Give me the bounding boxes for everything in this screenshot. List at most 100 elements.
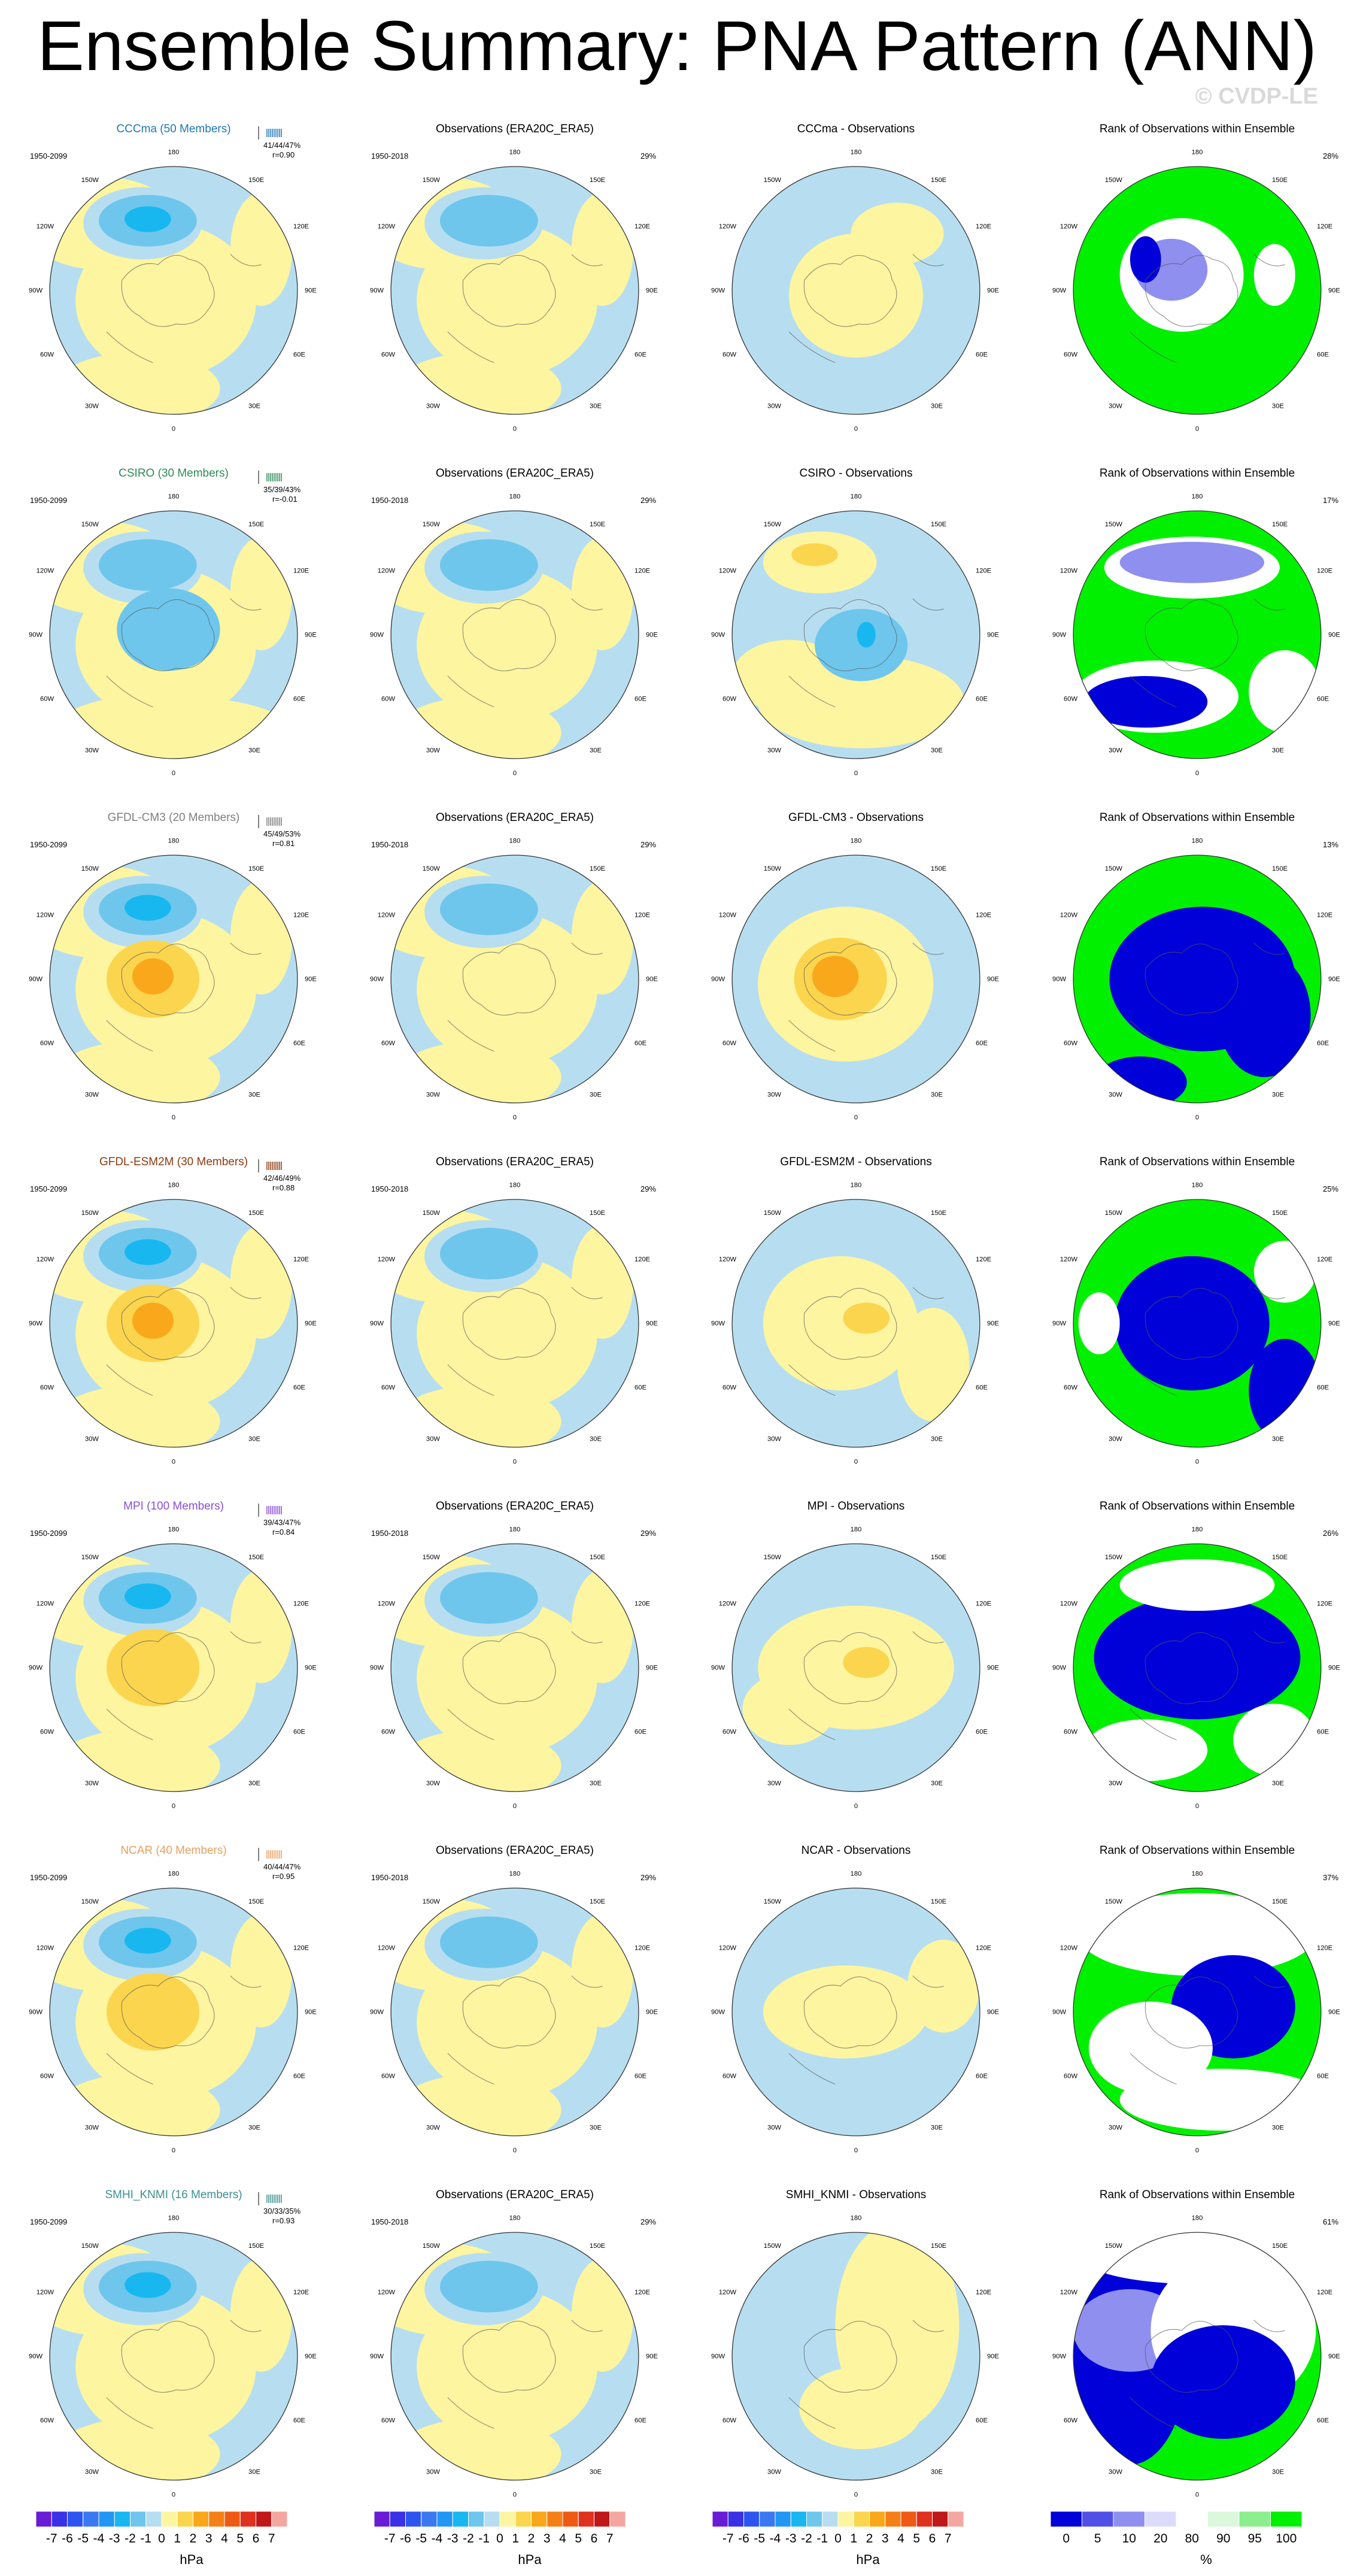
colorbar-swatch	[405, 2511, 422, 2527]
rank-title: Rank of Observations within Ensemble	[1099, 2189, 1295, 2201]
coastline	[788, 254, 944, 363]
longitude-label: 30E	[248, 2469, 260, 2476]
longitude-label: 30E	[248, 2125, 260, 2132]
longitude-label: 90E	[305, 631, 317, 638]
pattern-stats: 39/43/47%	[263, 1518, 301, 1527]
longitude-label: 30E	[590, 2125, 602, 2132]
longitude-label: 60W	[1064, 2417, 1077, 2424]
longitude-label: 60E	[293, 351, 305, 358]
coastline	[447, 1287, 603, 1396]
colorbar-tick-label: 1	[850, 2532, 857, 2545]
longitude-label: 90W	[29, 1320, 42, 1327]
longitude-label: 90E	[1328, 975, 1340, 983]
longitude-label: 120E	[1317, 1601, 1332, 1608]
longitude-label: 30W	[767, 747, 781, 754]
colorbar-tick-label: -1	[478, 2532, 490, 2545]
colorbar-tick-label: 100	[1276, 2532, 1297, 2545]
longitude-label: 30W	[1109, 747, 1122, 754]
longitude-label: 150W	[1105, 2242, 1123, 2250]
longitude-label: 150W	[81, 2242, 99, 2250]
polar-map: 180 0 90W 90E 150W 120W 150E 120E 30W 60W 30E 60E	[29, 2214, 317, 2498]
obs-panel: Observations (ERA20C_ERA5) 1950-2018 29% 18…	[347, 1156, 682, 1500]
longitude-label: 150W	[1105, 177, 1123, 184]
diff-title: SMHI_KNMI - Observations	[785, 2189, 927, 2201]
polar-map: 180 0 90W 90E 150W 120W 150E 120E 30W 60W 30E 60E	[711, 149, 999, 432]
colorbar-scale: 0 5 10 20 80 90 95 100	[1050, 2511, 1303, 2545]
longitude-label: 180	[1192, 1526, 1203, 1533]
longitude-label: 60E	[976, 695, 988, 702]
longitude-label: 150W	[81, 1210, 99, 1217]
longitude-label: 180	[168, 493, 180, 500]
longitude-label: 60E	[293, 1040, 305, 1047]
longitude-label: 90W	[1052, 2353, 1066, 2360]
rank-panel: Rank of Observations within Ensemble 26% 1…	[1030, 1500, 1354, 1844]
longitude-label: 90E	[646, 975, 658, 983]
longitude-label: 60W	[722, 351, 736, 358]
longitude-label: 90W	[29, 975, 42, 983]
coastline	[788, 1287, 944, 1396]
colorbar-unit: %	[1200, 2552, 1212, 2567]
longitude-label: 60W	[1064, 1728, 1077, 1735]
colorbar-hpa-1: -7 -6 -5 -4 -3 -2 -1 0 1 2 3 4 5 6 7 hPa	[24, 2509, 359, 2567]
polar-map: 180 0 90W 90E 150W 120W 150E 120E 30W 60W 30E 60E	[711, 837, 999, 1121]
colorbar-swatch	[578, 2511, 594, 2527]
period-label: 1950-2099	[30, 1873, 68, 1882]
colorbar-tick-label: -1	[140, 2532, 151, 2545]
colorbar-tick-label: -5	[77, 2532, 89, 2545]
longitude-label: 90E	[646, 287, 658, 294]
pattern-stats: 41/44/47%	[263, 141, 301, 150]
longitude-label: 120W	[1060, 2289, 1078, 2296]
longitude-label: 60E	[1317, 2417, 1329, 2424]
coastline	[1130, 598, 1285, 708]
colorbar-scale: -7 -6 -5 -4 -3 -2 -1 0 1 2 3 4 5 6 7	[35, 2511, 288, 2545]
longitude-label: 60E	[976, 1040, 988, 1047]
colorbar-swatch	[1238, 2511, 1271, 2527]
longitude-label: 90W	[1052, 287, 1066, 294]
longitude-label: 120E	[635, 568, 650, 575]
longitude-label: 150W	[423, 521, 441, 528]
longitude-label: 180	[851, 493, 862, 500]
longitude-label: 180	[851, 1181, 862, 1189]
longitude-label: 0	[172, 2491, 175, 2498]
polar-map: 180 0 90W 90E 150W 120W 150E 120E 30W 60W 30E 60E	[711, 1870, 999, 2154]
rank-title: Rank of Observations within Ensemble	[1099, 1500, 1295, 1513]
rank-panel: Rank of Observations within Ensemble 13% 1…	[1030, 811, 1354, 1156]
longitude-label: 0	[172, 2147, 175, 2154]
longitude-label: 0	[513, 2147, 517, 2154]
colorbar-swatch	[1176, 2511, 1208, 2527]
colorbar-unit: hPa	[180, 2552, 204, 2567]
longitude-label: 150E	[931, 2242, 946, 2250]
model-title: MPI (100 Members)	[123, 1500, 224, 1513]
longitude-label: 90W	[711, 975, 725, 983]
colorbar-swatch	[193, 2511, 210, 2527]
colorbar-swatch	[562, 2511, 579, 2527]
polar-map: 180 0 90W 90E 150W 120W 150E 120E 30W 60W 30E 60E	[1052, 1526, 1340, 1810]
period-label: 1950-2018	[371, 496, 409, 505]
colorbar-tick-label: 2	[190, 2532, 197, 2545]
longitude-label: 30E	[248, 747, 260, 754]
longitude-label: 150E	[248, 521, 264, 528]
period-label: 1950-2018	[371, 840, 409, 849]
longitude-label: 0	[1195, 769, 1199, 777]
longitude-label: 30W	[1109, 1780, 1122, 1787]
colorbar-swatch	[145, 2511, 162, 2527]
longitude-label: 90W	[370, 2353, 384, 2360]
longitude-label: 120W	[1060, 1945, 1078, 1952]
colorbar-swatch	[256, 2511, 272, 2527]
longitude-label: 120W	[37, 568, 54, 575]
longitude-label: 120W	[1060, 568, 1078, 575]
longitude-label: 150E	[931, 177, 946, 184]
diff-panel: CSIRO - Observations 180 0 90W 90E 150W 120W 15…	[688, 467, 1024, 811]
longitude-label: 120E	[976, 1601, 991, 1608]
longitude-label: 90E	[987, 2008, 999, 2016]
longitude-label: 150E	[248, 1554, 264, 1561]
longitude-label: 60W	[40, 1384, 54, 1391]
longitude-label: 60W	[722, 1040, 736, 1047]
coastline	[106, 1631, 262, 1741]
colorbar-swatch	[609, 2511, 626, 2527]
longitude-label: 150E	[590, 1554, 605, 1561]
longitude-label: 0	[172, 425, 175, 432]
colorbar-hpa-2: -7 -6 -5 -4 -3 -2 -1 0 1 2 3 4 5 6 7 hPa	[362, 2509, 697, 2567]
coastline	[788, 1975, 944, 2085]
longitude-label: 150E	[590, 2242, 605, 2250]
